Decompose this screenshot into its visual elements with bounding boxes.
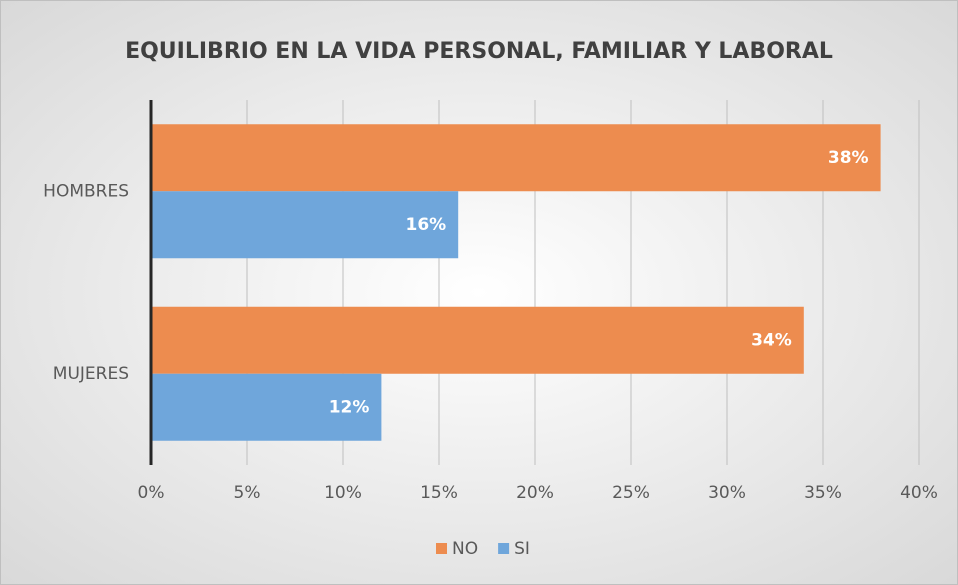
legend-label: SI <box>514 539 530 559</box>
x-tick-label: 25% <box>612 483 650 503</box>
bar <box>151 373 382 441</box>
plot-area: 0% 5% 10% 15% 20% 25% 30% 35% 40% HOMBRES 38% 16% MU… <box>43 100 938 559</box>
x-tick-label: 20% <box>516 483 554 503</box>
x-tick-label: 40% <box>900 483 938 503</box>
data-label: 34% <box>751 330 792 350</box>
legend: NO SI <box>436 539 530 559</box>
x-tick-label: 5% <box>234 483 261 503</box>
bar <box>151 124 881 192</box>
data-label: 38% <box>828 148 869 168</box>
bar <box>151 191 459 259</box>
y-tick-label: HOMBRES <box>43 181 129 201</box>
legend-label: NO <box>452 539 478 559</box>
data-label: 12% <box>329 397 370 417</box>
legend-swatch <box>436 543 447 554</box>
x-tick-label: 0% <box>138 483 165 503</box>
chart-title: EQUILIBRIO EN LA VIDA PERSONAL, FAMILIAR… <box>125 39 833 64</box>
y-tick-label: MUJERES <box>53 364 129 384</box>
bar <box>151 306 804 374</box>
x-tick-label: 10% <box>324 483 362 503</box>
x-tick-label: 35% <box>804 483 842 503</box>
x-tick-label: 15% <box>420 483 458 503</box>
legend-swatch <box>498 543 510 554</box>
x-tick-label: 30% <box>708 483 746 503</box>
data-label: 16% <box>405 215 446 235</box>
